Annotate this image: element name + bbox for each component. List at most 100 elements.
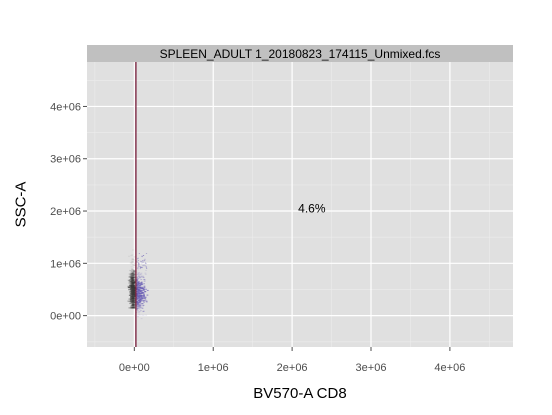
density-point — [129, 301, 131, 302]
density-point — [132, 305, 134, 306]
density-point — [129, 276, 131, 277]
density-point — [142, 267, 143, 268]
density-point — [146, 253, 147, 254]
density-point — [144, 291, 146, 292]
density-point — [145, 297, 147, 298]
density-point — [144, 260, 145, 261]
density-point — [138, 262, 139, 263]
density-point — [142, 265, 143, 266]
density-point — [136, 262, 137, 263]
density-point — [144, 259, 145, 260]
density-point — [142, 311, 144, 312]
density-point — [142, 262, 143, 263]
density-point — [133, 259, 135, 260]
density-point — [143, 277, 145, 278]
density-point — [132, 293, 134, 294]
density-point — [143, 283, 145, 284]
density-point — [140, 307, 142, 308]
density-point — [146, 268, 147, 269]
x-tick-label: 1e+06 — [198, 362, 229, 374]
density-point — [142, 276, 144, 277]
density-point — [129, 282, 131, 283]
density-point — [133, 275, 135, 276]
density-point — [141, 256, 142, 257]
density-point — [141, 267, 142, 268]
density-point — [129, 270, 131, 271]
density-point — [139, 266, 140, 267]
y-axis-title: SSC-A — [12, 182, 29, 228]
x-axis-title: BV570-A CD8 — [253, 385, 346, 402]
density-point — [140, 273, 142, 274]
x-tick-label: 2e+06 — [277, 362, 308, 374]
density-point — [137, 310, 139, 311]
y-tick-label: 4e+06 — [50, 101, 81, 113]
density-point — [142, 308, 144, 309]
density-point — [131, 277, 133, 278]
density-point — [132, 262, 134, 263]
density-point — [132, 302, 134, 303]
density-point — [130, 298, 132, 299]
density-point — [145, 270, 147, 271]
density-point — [138, 265, 139, 266]
density-point — [143, 294, 145, 295]
density-point — [132, 249, 134, 250]
density-point — [142, 298, 144, 299]
density-point — [139, 277, 141, 278]
density-point — [130, 262, 132, 263]
density-point — [137, 287, 139, 288]
density-point — [143, 265, 144, 266]
density-point — [139, 308, 141, 309]
gate-percentage-label: 4.6% — [298, 201, 326, 215]
density-point — [143, 295, 145, 296]
y-axis-ticks: 0e+001e+062e+063e+064e+06 — [50, 101, 87, 322]
density-point — [145, 265, 146, 266]
density-point — [143, 302, 145, 303]
density-point — [133, 286, 135, 287]
density-point — [139, 253, 140, 254]
density-point — [137, 269, 139, 270]
density-point — [137, 315, 139, 316]
panel-title: SPLEEN_ADULT 1_20180823_174115_Unmixed.f… — [160, 47, 441, 61]
density-point — [138, 312, 140, 313]
density-point — [133, 307, 135, 308]
density-point — [139, 305, 141, 306]
density-point — [132, 304, 134, 305]
x-tick-label: 0e+00 — [119, 362, 150, 374]
density-point — [140, 268, 141, 269]
density-point — [128, 289, 130, 290]
density-point — [133, 267, 135, 268]
density-point — [147, 290, 149, 291]
density-point — [144, 281, 146, 282]
density-point — [141, 292, 143, 293]
density-point — [144, 279, 146, 280]
density-point — [139, 276, 141, 277]
density-point — [138, 260, 139, 261]
density-point — [131, 260, 133, 261]
density-point — [141, 318, 143, 319]
density-point — [132, 301, 134, 302]
density-point — [133, 290, 135, 291]
y-tick-label: 1e+06 — [50, 258, 81, 270]
density-point — [131, 283, 133, 284]
density-point — [140, 283, 142, 284]
density-point — [143, 300, 145, 301]
density-point — [131, 296, 133, 297]
density-point — [141, 315, 143, 316]
density-point — [128, 256, 130, 257]
density-point — [130, 275, 132, 276]
density-point — [130, 255, 132, 256]
x-axis-ticks: 0e+00 1e+06 2e+06 3e+06 4e+06 — [119, 347, 465, 374]
density-point — [130, 263, 132, 264]
density-point — [128, 287, 130, 288]
density-point — [140, 300, 142, 301]
density-point — [133, 298, 135, 299]
density-point — [138, 264, 139, 265]
density-point — [139, 295, 141, 296]
density-point — [146, 267, 147, 268]
density-point — [139, 311, 141, 312]
density-point — [131, 294, 133, 295]
density-point — [136, 293, 138, 294]
density-point — [132, 264, 134, 265]
density-point — [132, 291, 134, 292]
